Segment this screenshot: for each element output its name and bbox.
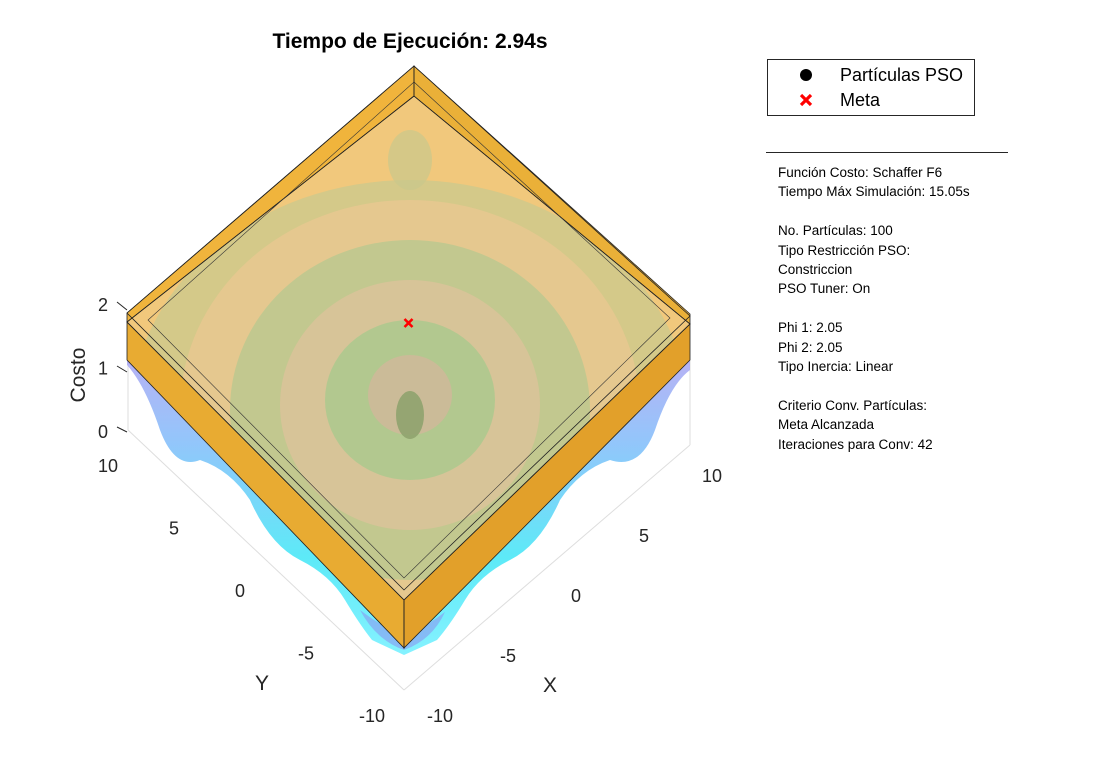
data-markers xyxy=(403,318,414,328)
axis-lines xyxy=(116,301,128,433)
info-line: Meta Alcanzada xyxy=(778,417,875,433)
tick-labels: -10 -5 0 5 10 -10 -5 0 5 10 0 1 2 xyxy=(98,295,722,726)
info-line xyxy=(778,202,1008,221)
y-tick-label: 0 xyxy=(235,581,245,601)
y-tick-label: 10 xyxy=(98,456,118,476)
y-tick-label: 5 xyxy=(169,519,179,539)
info-line: No. Partículas: 100 xyxy=(778,223,893,239)
x-tick-label: 5 xyxy=(639,526,649,546)
info-line: Criterio Conv. Partículas: xyxy=(778,397,928,413)
info-line: Iteraciones para Conv: 42 xyxy=(778,436,933,452)
y-axis-label: Y xyxy=(255,672,269,695)
x-tick-label: 0 xyxy=(571,586,581,606)
x-tick-label: -5 xyxy=(500,646,516,666)
y-tick-label: -10 xyxy=(359,706,385,726)
info-line: Función Costo: Schaffer F6 xyxy=(778,165,943,180)
x-axis-label: X xyxy=(543,674,557,697)
x-tick-label: -10 xyxy=(427,706,453,726)
legend-item-particles: Partículas PSO xyxy=(768,64,974,88)
info-line: Tiempo Máx Simulación: 15.05s xyxy=(778,184,970,200)
legend: Partículas PSO Meta xyxy=(767,59,975,116)
particle-marker-icon xyxy=(800,69,812,81)
goal-marker xyxy=(403,318,414,328)
axes-grid xyxy=(127,320,691,691)
legend-label-goal: Meta xyxy=(840,90,881,110)
info-panel: Función Costo: Schaffer F6 Tiempo Máx Si… xyxy=(766,152,1008,454)
info-line: Phi 2: 2.05 xyxy=(778,339,843,355)
info-line: PSO Tuner: On xyxy=(778,281,871,297)
info-line xyxy=(778,299,1008,318)
z-tick-label: 1 xyxy=(98,359,108,379)
legend-label-particles: Partículas PSO xyxy=(840,65,964,85)
x-tick-label: 10 xyxy=(702,466,722,486)
constraint-box xyxy=(126,65,691,649)
surface-top xyxy=(127,96,690,600)
goal-x-icon xyxy=(799,93,813,107)
chart-title: Tiempo de Ejecución: 2.94s xyxy=(272,30,548,53)
z-axis-label: Costo xyxy=(67,348,90,403)
info-line: Tipo Inercia: Linear xyxy=(778,359,894,375)
z-tick-label: 0 xyxy=(98,422,108,442)
info-line: Constriccion xyxy=(778,262,853,278)
axis-labels: X Y Costo xyxy=(67,348,557,697)
z-tick-label: 2 xyxy=(98,295,108,315)
legend-item-goal: Meta xyxy=(768,89,974,113)
info-line: Phi 1: 2.05 xyxy=(778,320,843,336)
info-line: Tipo Restricción PSO: xyxy=(778,242,911,258)
info-line xyxy=(778,376,1008,395)
y-tick-label: -5 xyxy=(298,644,314,664)
